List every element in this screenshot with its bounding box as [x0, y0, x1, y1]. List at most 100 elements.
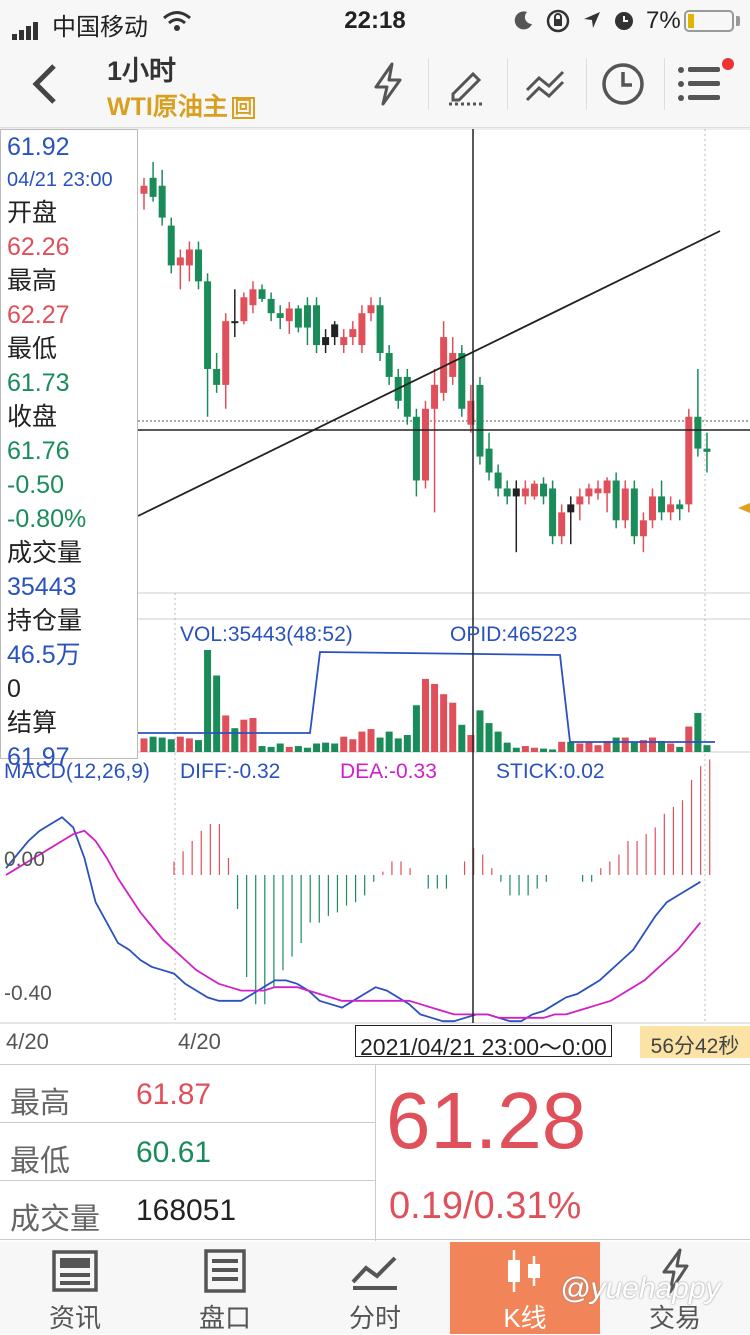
volume-bar [530, 747, 538, 752]
volume-bar [585, 741, 593, 752]
candle-body [376, 305, 384, 354]
volume-bar [449, 702, 457, 752]
volume-bar [158, 737, 166, 752]
drawing-tools-icon[interactable] [521, 60, 569, 108]
info-high-label: 最高 [7, 267, 58, 295]
info-open: 62.26 [7, 233, 70, 261]
volume-bar [648, 737, 656, 752]
volume-bar [576, 743, 584, 752]
price-change: 0.19/0.31% [389, 1185, 582, 1227]
volume-bar [204, 650, 212, 752]
volume-bar [558, 741, 566, 752]
wifi-icon [163, 11, 191, 31]
quote-volume-label: 成交量 [10, 1203, 100, 1236]
candle-body [194, 249, 202, 282]
volume-bar [567, 741, 575, 752]
candle-body [349, 329, 357, 338]
instrument-badge: 回 [231, 97, 255, 120]
location-icon [584, 12, 600, 28]
moon-icon [514, 11, 532, 30]
candle-body [512, 488, 520, 497]
info-settle: 61.97 [7, 743, 70, 771]
volume-bar [594, 745, 602, 752]
quote-high-label: 最高 [10, 1087, 70, 1120]
nav-divider [664, 58, 665, 110]
candle-body [222, 321, 230, 385]
info-change-pct: -0.80% [7, 505, 87, 533]
quote-low-row: 最低 60.61 [0, 1123, 375, 1181]
candle-body [249, 289, 257, 306]
volume-bar [639, 740, 647, 752]
candle-body [158, 185, 166, 218]
period-title[interactable]: 1小时 [107, 56, 177, 86]
volume-bar [376, 737, 384, 752]
tab-trade[interactable]: 交易 [600, 1242, 750, 1334]
last-price: 61.28 [386, 1076, 587, 1165]
candle-body [521, 488, 529, 497]
rotation-lock-icon [546, 9, 570, 33]
volume-bar [185, 738, 193, 752]
tab-kline[interactable]: K线 [450, 1242, 600, 1334]
tab-orderbook-label: 盘口 [198, 1303, 251, 1333]
candle-body [167, 225, 175, 266]
volume-bar [612, 737, 620, 752]
volume-bar [694, 712, 702, 752]
volume-bar [294, 746, 302, 752]
date-label-second: 4/20 [178, 1029, 221, 1054]
candle-body [449, 353, 457, 377]
candle-body [440, 337, 448, 393]
candle-body [594, 488, 602, 494]
tab-orderbook[interactable]: 盘口 [150, 1242, 300, 1334]
info-oi-change: 0 [7, 675, 21, 703]
lightning-icon[interactable] [364, 60, 412, 108]
info-close-label: 收盘 [7, 403, 58, 431]
menu-icon[interactable] [676, 60, 724, 108]
volume-bar [667, 743, 675, 752]
clock: 22:18 [344, 7, 406, 34]
volume-bar [676, 746, 684, 752]
info-datetime: 04/21 23:00 [7, 169, 113, 191]
candle-body [648, 496, 656, 521]
quote-volume-row: 成交量 168051 [0, 1181, 375, 1239]
volume-bar [231, 728, 239, 752]
tab-timeshare-label: 分时 [348, 1303, 401, 1333]
volume-bar [494, 731, 502, 752]
bottom-tab-bar: 资讯 盘口 分时 K线 交易 [0, 1242, 750, 1334]
quote-high-row: 最高 61.87 [0, 1065, 375, 1123]
back-icon[interactable] [28, 62, 62, 106]
battery-percent: 7% [646, 7, 681, 34]
candle-body [258, 289, 266, 299]
pencil-icon[interactable] [443, 60, 491, 108]
candle-body [412, 416, 420, 481]
volume-bar [167, 739, 175, 752]
candle-body [494, 472, 502, 489]
candle-body [403, 376, 411, 417]
candle-body [621, 488, 629, 521]
candle-body [530, 483, 538, 497]
candle-body [367, 305, 375, 314]
candle-body [630, 488, 638, 537]
volume-bar [267, 746, 275, 752]
volume-bar [249, 718, 257, 752]
orderbook-icon [204, 1249, 246, 1293]
info-oi: 46.5万 [7, 641, 81, 669]
instrument-title[interactable]: WTI原油主回 [107, 87, 255, 123]
info-low-label: 最低 [7, 335, 58, 363]
timeshare-icon [351, 1256, 397, 1290]
volume-bar [213, 675, 221, 752]
quote-low-label: 最低 [10, 1145, 70, 1178]
volume-bar [331, 743, 339, 752]
carrier-name: 中国移动 [52, 14, 148, 41]
tab-news[interactable]: 资讯 [0, 1242, 150, 1334]
volume-bar [394, 738, 402, 752]
info-oi-label: 持仓量 [7, 607, 83, 635]
candle-body [185, 249, 193, 266]
clock-icon[interactable] [599, 60, 647, 108]
alarm-icon [615, 12, 633, 30]
candle-body [303, 305, 311, 328]
tab-timeshare[interactable]: 分时 [300, 1242, 450, 1334]
tab-trade-label: 交易 [648, 1303, 701, 1333]
macd-stick: STICK:0.02 [496, 760, 605, 783]
candle-body [140, 185, 148, 194]
candle-body [576, 496, 584, 505]
